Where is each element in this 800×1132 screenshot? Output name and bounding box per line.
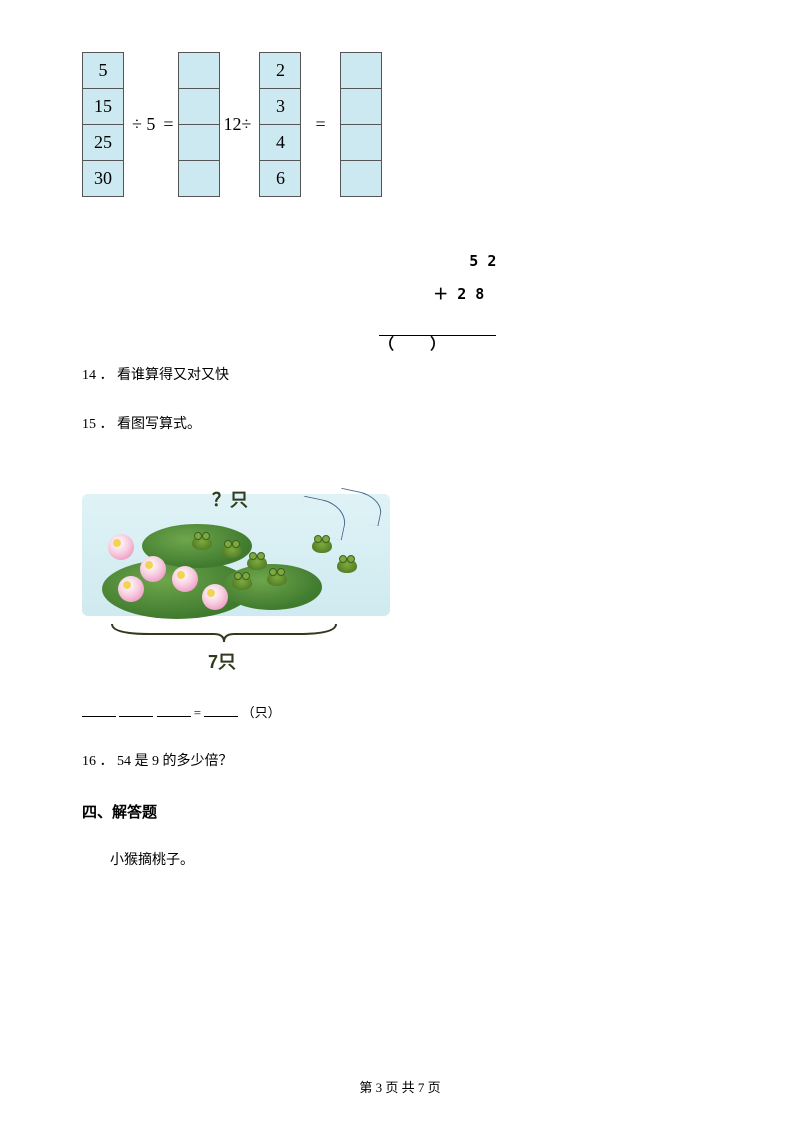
addend-1: 5 2 (433, 252, 496, 270)
blank-result[interactable] (204, 703, 238, 717)
q14-number: 14 ． (82, 368, 114, 383)
question-16: 16 ． 54 是 9 的多少倍？ (82, 751, 718, 773)
total-count-label: 7只 (208, 648, 236, 674)
lotus-flower (172, 566, 198, 592)
question-14: 14 ． 看谁算得又对又快 5 2 ＋ 2 8 （ ） (82, 236, 718, 386)
answer-stack-2 (340, 52, 382, 196)
num-cell: 25 (82, 124, 124, 161)
lotus-flower (118, 576, 144, 602)
num-cell: 3 (259, 88, 301, 125)
q15-text: 看图写算式。 (117, 417, 201, 432)
dividend-stack-1: 5 15 25 30 (82, 52, 124, 196)
section-4-title: 四、解答题 (82, 801, 718, 822)
addend-2: ＋ 2 8 (433, 285, 484, 303)
unknown-count-label: ？只 (212, 486, 248, 512)
frog-icon (232, 576, 252, 590)
frog-icon (312, 539, 332, 553)
num-cell: 30 (82, 160, 124, 197)
num-cell: 6 (259, 160, 301, 197)
frog-illustration: ？只 7只 (82, 464, 390, 684)
operator-div5: ÷ 5 (124, 114, 163, 135)
q14-text: 看谁算得又对又快 (117, 368, 229, 383)
question-15: 15 ． 看图写算式。 (82, 414, 718, 436)
lotus-flower (202, 584, 228, 610)
unit-label: （只） (242, 705, 281, 720)
num-cell[interactable] (340, 124, 382, 161)
num-cell[interactable] (178, 52, 220, 89)
blank-operand[interactable] (82, 703, 116, 717)
num-cell: 15 (82, 88, 124, 125)
vertical-addition: 5 2 ＋ 2 8 （ ） (379, 236, 496, 386)
q15-number: 15 ． (82, 417, 114, 432)
num-cell: 5 (82, 52, 124, 89)
num-cell[interactable] (178, 124, 220, 161)
equation-fill-row: = （只） (82, 702, 718, 721)
num-cell: 2 (259, 52, 301, 89)
num-cell[interactable] (340, 160, 382, 197)
num-cell[interactable] (178, 88, 220, 125)
lotus-flower (108, 534, 134, 560)
answer-stack-1 (178, 52, 220, 196)
frog-icon (247, 556, 267, 570)
blank-operand[interactable] (157, 703, 191, 717)
equals-sign: = (194, 705, 201, 720)
num-cell[interactable] (340, 52, 382, 89)
section-4-body: 小猴摘桃子。 (82, 850, 718, 872)
frog-icon (337, 559, 357, 573)
equals-1: = (163, 114, 177, 135)
equals-2: = (301, 114, 339, 135)
num-cell[interactable] (178, 160, 220, 197)
page-footer: 第 3 页 共 7 页 (0, 1077, 800, 1096)
frog-icon (222, 544, 242, 558)
num-cell[interactable] (340, 88, 382, 125)
division-problem: 5 15 25 30 ÷ 5 = 12÷ 2 3 4 6 = (82, 52, 718, 196)
lotus-flower (140, 556, 166, 582)
blank-operator[interactable] (119, 703, 153, 717)
frog-icon (192, 536, 212, 550)
frog-icon (267, 572, 287, 586)
operator-12div: 12÷ (220, 114, 260, 135)
sum-blank[interactable]: （ ） (379, 335, 496, 353)
num-cell: 4 (259, 124, 301, 161)
divisor-stack-2: 2 3 4 6 (259, 52, 301, 196)
q16-text: 54 是 9 的多少倍？ (117, 754, 233, 769)
curly-brace (110, 622, 338, 644)
q16-number: 16 ． (82, 754, 114, 769)
